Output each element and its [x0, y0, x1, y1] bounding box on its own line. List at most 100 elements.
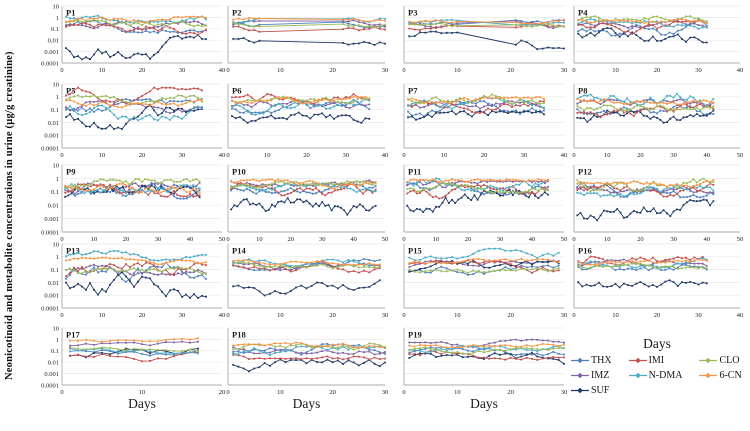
y-tick-label: 0.1 — [51, 107, 59, 114]
series-N-DMA-line — [409, 248, 559, 261]
x-tick-label: 20 — [507, 67, 514, 74]
x-tick-label: 0 — [226, 67, 229, 74]
x-tick-label: 40 — [350, 236, 357, 243]
panel-title: P2 — [232, 8, 241, 18]
panel-title: P3 — [408, 8, 417, 18]
series-THX-markers — [408, 264, 560, 276]
panel-title: P4 — [578, 8, 588, 18]
series-6-CN — [232, 341, 386, 349]
series-IMZ — [65, 263, 207, 277]
x-tick-label: 20 — [329, 312, 336, 319]
x-tick-label: 0 — [572, 152, 575, 159]
x-tick-label: 10 — [99, 67, 106, 74]
series-IMI-markers — [232, 25, 386, 33]
series-6-CN-markers — [577, 18, 708, 25]
series-SUF-markers — [65, 271, 207, 299]
panel-title: P1 — [66, 8, 75, 18]
x-tick-label: 20 — [288, 236, 295, 243]
gridlines — [403, 243, 564, 309]
x-tick-labels: 0 10 20 30 — [226, 67, 388, 74]
y-tick-label: 10 — [53, 81, 60, 88]
series-THX-markers — [64, 182, 201, 200]
series-6-CN — [407, 96, 545, 104]
series-IMZ-markers — [407, 100, 545, 110]
x-tick-label: 10 — [264, 152, 271, 159]
x-tick-label: 30 — [497, 236, 504, 243]
panel-title: P9 — [66, 167, 75, 177]
series-6-CN-markers — [408, 257, 560, 265]
x-tick-label: 50 — [737, 236, 744, 243]
series-SUF — [232, 358, 386, 373]
series-CLO — [408, 346, 565, 355]
legend-marker-icon — [571, 387, 589, 394]
series-N-DMA-markers — [577, 17, 708, 30]
series-SUF-line — [577, 199, 714, 221]
panel-P12: 0 10 20 30 40 50 P12 — [572, 164, 744, 243]
x-tick-label: 30 — [670, 152, 677, 159]
x-tick-label: 30 — [521, 152, 528, 159]
legend-item-THX: THX — [570, 354, 612, 367]
series-SUF — [406, 189, 549, 213]
legend-label: CLO — [719, 354, 740, 366]
legend-label: IMI — [648, 354, 665, 366]
x-tick-label: 0 — [402, 152, 405, 159]
series-IMZ — [408, 338, 565, 349]
legend-label: THX — [591, 354, 612, 366]
x-tick-label: 30 — [382, 389, 389, 396]
legend-column: IMI N-DMA — [628, 354, 683, 382]
series-6-CN — [69, 337, 199, 343]
x-tick-label: 20 — [123, 236, 130, 243]
series-CLO-markers — [230, 180, 377, 189]
series-6-CN-markers — [406, 178, 549, 183]
x-tick-label: 10 — [612, 312, 619, 319]
series-CLO — [65, 18, 207, 28]
series-SUF-line — [233, 37, 386, 46]
series-6-CN-markers — [230, 178, 377, 190]
y-tick-labels: 10 1 0.1 0.01 0.001 0.0001 — [41, 81, 59, 152]
x-tick-label: 0 — [60, 236, 63, 243]
series-N-DMA-markers — [64, 183, 201, 195]
x-tick-label: 0 — [226, 312, 229, 319]
series-THX-markers — [576, 181, 715, 199]
gridlines — [227, 327, 385, 386]
series-THX — [407, 100, 545, 118]
series-CLO-markers — [69, 346, 199, 352]
x-tick-label: 30 — [695, 312, 702, 319]
series-6-CN — [577, 258, 708, 266]
panel-P15: 0 10 20 30 P15 — [402, 243, 567, 319]
series-SUF — [407, 110, 545, 121]
series-SUF — [577, 27, 708, 44]
series-6-CN — [232, 17, 386, 23]
panel-title: P18 — [232, 330, 246, 340]
series-SUF-markers — [231, 111, 371, 124]
x-tick-label: 20 — [139, 67, 146, 74]
series-IMI-line — [409, 350, 565, 361]
y-tick-label: 1 — [56, 254, 59, 261]
series-IMI-markers — [232, 259, 381, 274]
gridlines — [227, 243, 385, 309]
x-tick-label: 0 — [402, 67, 405, 74]
series-SUF-markers — [232, 37, 386, 46]
x-tick-labels: 0 10 20 30 — [402, 389, 567, 396]
x-tick-label: 10 — [277, 67, 284, 74]
series-CLO — [69, 346, 199, 352]
series-CLO-markers — [577, 262, 708, 270]
series-CLO — [576, 104, 715, 112]
legend-marker-icon — [571, 357, 589, 364]
series-THX-markers — [407, 100, 545, 118]
x-tick-label: 50 — [219, 236, 226, 243]
y-tick-labels: 10 1 0.1 0.01 0.001 0.0001 — [41, 241, 59, 312]
x-tick-label: 10 — [454, 389, 461, 396]
series-SUF-markers — [232, 279, 381, 297]
x-axis-title: Days — [128, 396, 156, 411]
x-tick-label: 40 — [219, 152, 226, 159]
legend-label: N-DMA — [648, 369, 683, 381]
legend-item-IMZ: IMZ — [570, 369, 612, 382]
x-tick-label: 30 — [561, 67, 568, 74]
y-tick-label: 0.01 — [48, 203, 59, 210]
